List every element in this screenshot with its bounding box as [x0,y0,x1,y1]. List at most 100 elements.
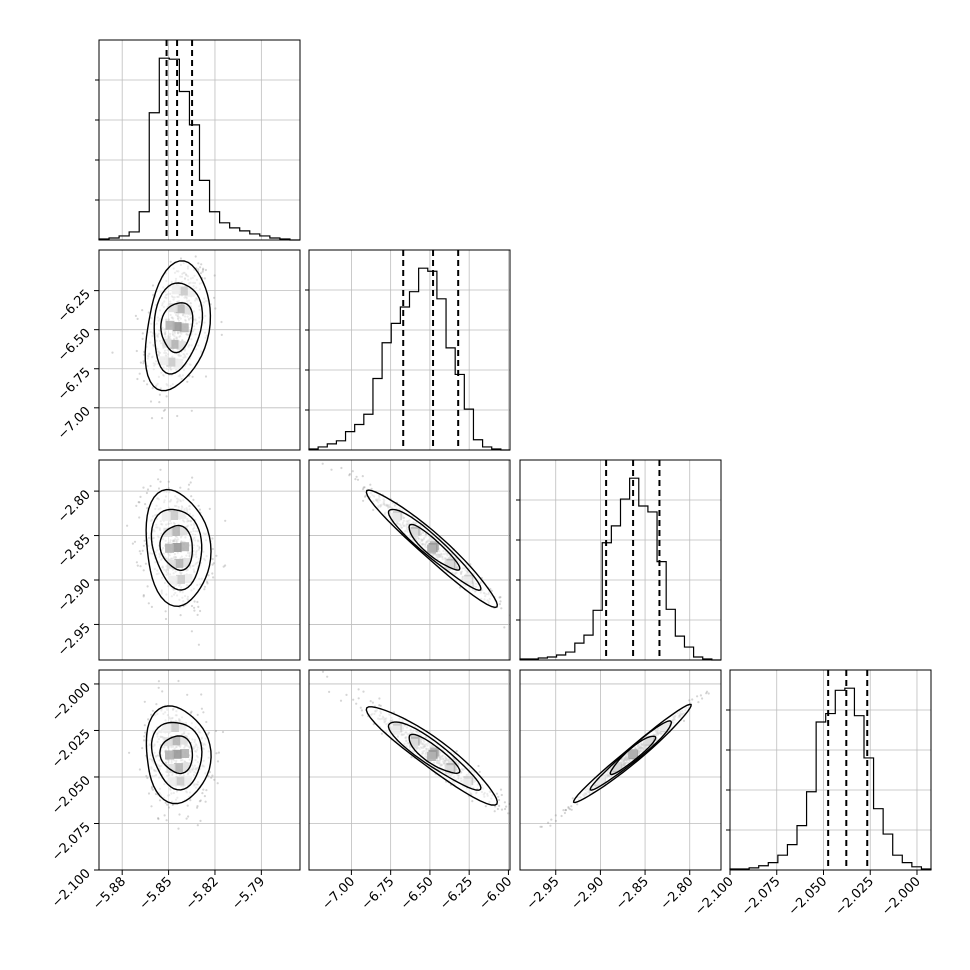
sample-point [186,693,189,696]
sample-point [213,296,216,299]
sample-point [147,718,150,721]
panel-2-0 [98,459,301,661]
y-tick-label: −2.025 [49,727,94,772]
sample-point [330,468,333,471]
sample-point [567,806,570,809]
density-layer [321,670,515,815]
x-tick-label: −2.100 [692,874,737,919]
sample-point [199,819,202,823]
sample-point [202,268,205,271]
sample-point [202,788,205,791]
sample-point [203,585,206,588]
sample-point [359,706,362,709]
sample-point [380,732,383,735]
x-tick-label: −5.79 [229,874,268,913]
x-tick-label: −5.82 [183,874,222,913]
sample-point [111,351,114,354]
panel-3-3 [726,669,932,871]
sample-point [186,380,189,383]
x-tick-label: −2.95 [524,874,563,913]
sample-point [138,550,141,553]
sample-point [146,507,149,510]
sample-point [362,690,365,693]
sample-point [135,349,138,353]
sample-point [207,242,209,244]
sample-point [167,480,170,483]
sample-point [190,630,193,633]
sample-point [194,255,197,258]
sample-point [163,814,166,817]
sample-point [155,703,158,706]
sample-point [193,606,196,609]
sample-point [190,495,193,498]
sample-point [206,733,209,736]
sample-point [576,803,579,806]
sample-point [542,640,544,642]
sample-point [151,788,154,791]
sample-point [151,387,154,390]
sample-point [191,476,194,479]
sample-point [220,333,223,336]
panel-3-2 [519,669,722,871]
sample-point [136,317,139,320]
sample-point [410,756,413,759]
sample-point [378,704,381,707]
x-tick-label: −2.90 [568,874,607,913]
sample-point [531,633,533,635]
sample-point [211,572,214,575]
sample-point [357,688,360,691]
sample-point [477,764,480,768]
y-tick-label: −2.050 [49,773,94,818]
x-tick-label: −5.85 [137,874,176,913]
sample-point [151,709,154,712]
sample-point [699,694,703,697]
sample-point [701,697,704,700]
x-tick-label: −2.000 [879,874,924,919]
contour-line [150,508,203,591]
axes-frame [519,459,722,661]
sample-point [214,729,218,733]
sample-point [202,267,205,270]
sample-point [158,401,161,404]
sample-point [372,723,375,726]
sample-point [196,613,199,617]
sample-point [142,362,145,365]
sample-point [138,501,141,504]
sample-point [490,589,493,593]
sample-point [165,819,168,822]
sample-point [126,524,129,527]
sample-point [164,801,167,804]
sample-point [513,813,515,815]
sample-point [128,751,131,754]
sample-point [143,735,146,738]
sample-point [144,503,147,506]
sample-point [345,693,348,697]
contour-line [408,523,461,571]
sample-point [205,720,208,724]
sample-point [186,244,188,246]
sample-point [211,547,214,551]
sample-point [369,483,372,486]
sample-point [500,607,503,610]
sample-point [145,491,148,495]
sample-point [142,379,146,383]
sample-point [167,487,170,490]
sample-point [143,700,146,703]
sample-point [164,617,168,621]
sample-point [179,614,182,617]
sample-point [161,690,164,693]
sample-point [221,730,225,734]
sample-point [147,792,151,795]
sample-point [500,793,503,797]
y-tick-label: −6.25 [55,287,94,326]
sample-point [568,808,572,811]
y-tick-label: −2.075 [49,820,94,865]
sample-point [510,810,512,812]
sample-point [688,699,691,702]
sample-point [189,711,192,715]
sample-point [203,588,206,591]
sample-point [217,751,220,754]
sample-point [190,409,193,412]
sample-point [169,260,172,263]
